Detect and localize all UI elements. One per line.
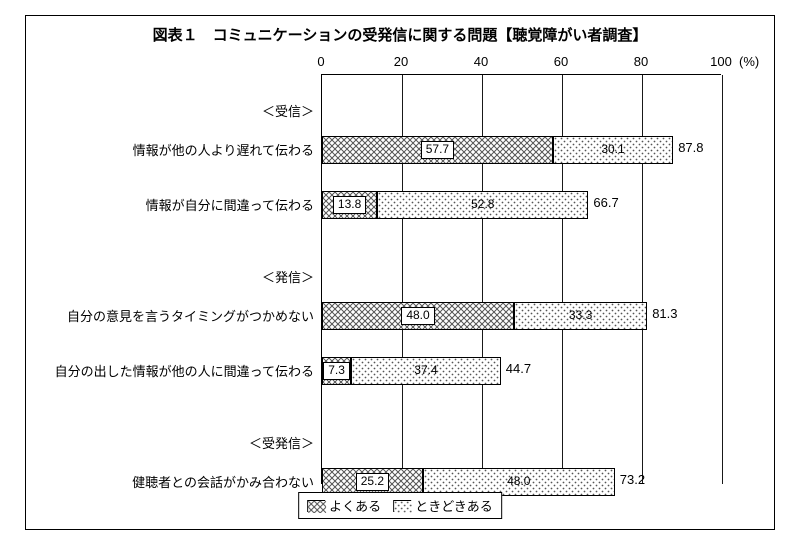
- group-label: ＜受発信＞: [249, 433, 314, 452]
- segment-value: 25.2: [356, 473, 389, 491]
- row-label: 情報が自分に間違って伝わる: [146, 195, 314, 214]
- bar-segment-sometimes: 30.1: [553, 136, 673, 164]
- legend-sometimes: ときどきある: [393, 496, 493, 515]
- group-label: ＜発信＞: [262, 267, 314, 286]
- row-label: 自分の意見を言うタイミングがつかめない: [67, 306, 314, 325]
- x-unit: (%): [739, 54, 759, 69]
- x-tick-label: 60: [554, 54, 568, 69]
- segment-value: 57.7: [421, 141, 454, 159]
- row-label: 情報が他の人より遅れて伝わる: [133, 140, 314, 159]
- bar-segment-often: 57.7: [322, 136, 553, 164]
- segment-value: 13.8: [333, 196, 366, 214]
- row-label: 自分の出した情報が他の人に間違って伝わる: [55, 361, 314, 380]
- bar-segment-often: 7.3: [322, 357, 351, 385]
- bar-segment-sometimes: 37.4: [351, 357, 501, 385]
- x-tick-label: 20: [394, 54, 408, 69]
- legend-sometimes-label: ときどきある: [415, 496, 493, 515]
- swatch-sometimes: [393, 500, 411, 512]
- legend-often-label: よくある: [329, 496, 381, 515]
- bar-row: 57.7 30.1: [322, 136, 721, 164]
- segment-value: 48.0: [503, 474, 534, 490]
- chart-title: 図表１ コミュニケーションの受発信に関する問題【聴覚障がい者調査】: [26, 16, 774, 49]
- total-value: 44.7: [506, 361, 531, 376]
- segment-value: 52.8: [467, 197, 498, 213]
- x-tick-label: 0: [317, 54, 324, 69]
- segment-value: 7.3: [323, 362, 350, 380]
- legend-often: よくある: [307, 496, 381, 515]
- group-label: ＜受信＞: [262, 101, 314, 120]
- segment-value: 48.0: [401, 307, 434, 325]
- x-tick-label: 80: [634, 54, 648, 69]
- bar-segment-sometimes: 33.3: [514, 302, 647, 330]
- row-label: 健聴者との会話がかみ合わない: [132, 472, 314, 491]
- segment-value: 33.3: [565, 308, 596, 324]
- bar-segment-often: 13.8: [322, 191, 377, 219]
- gridline: [722, 75, 723, 484]
- segment-value: 37.4: [410, 363, 441, 379]
- bar-row: 13.8 52.8: [322, 191, 721, 219]
- x-tick-label: 40: [474, 54, 488, 69]
- chart-area: 0 20 40 60 80 100 (%) 57.7 30.1 13.8 52.8 48.0 33.3…: [26, 49, 774, 489]
- x-tick-label: 100: [710, 54, 732, 69]
- total-value: 73.2: [620, 472, 645, 487]
- segment-value: 30.1: [597, 142, 628, 158]
- total-value: 81.3: [652, 306, 677, 321]
- total-value: 66.7: [593, 195, 618, 210]
- legend: よくある ときどきある: [298, 492, 502, 519]
- chart-frame: 図表１ コミュニケーションの受発信に関する問題【聴覚障がい者調査】 0 20 40 6…: [25, 15, 775, 530]
- swatch-often: [307, 500, 325, 512]
- bar-segment-often: 48.0: [322, 302, 514, 330]
- plot-area: 57.730.113.852.848.033.37.337.425.248.0: [321, 74, 721, 484]
- bar-segment-sometimes: 52.8: [377, 191, 588, 219]
- total-value: 87.8: [678, 140, 703, 155]
